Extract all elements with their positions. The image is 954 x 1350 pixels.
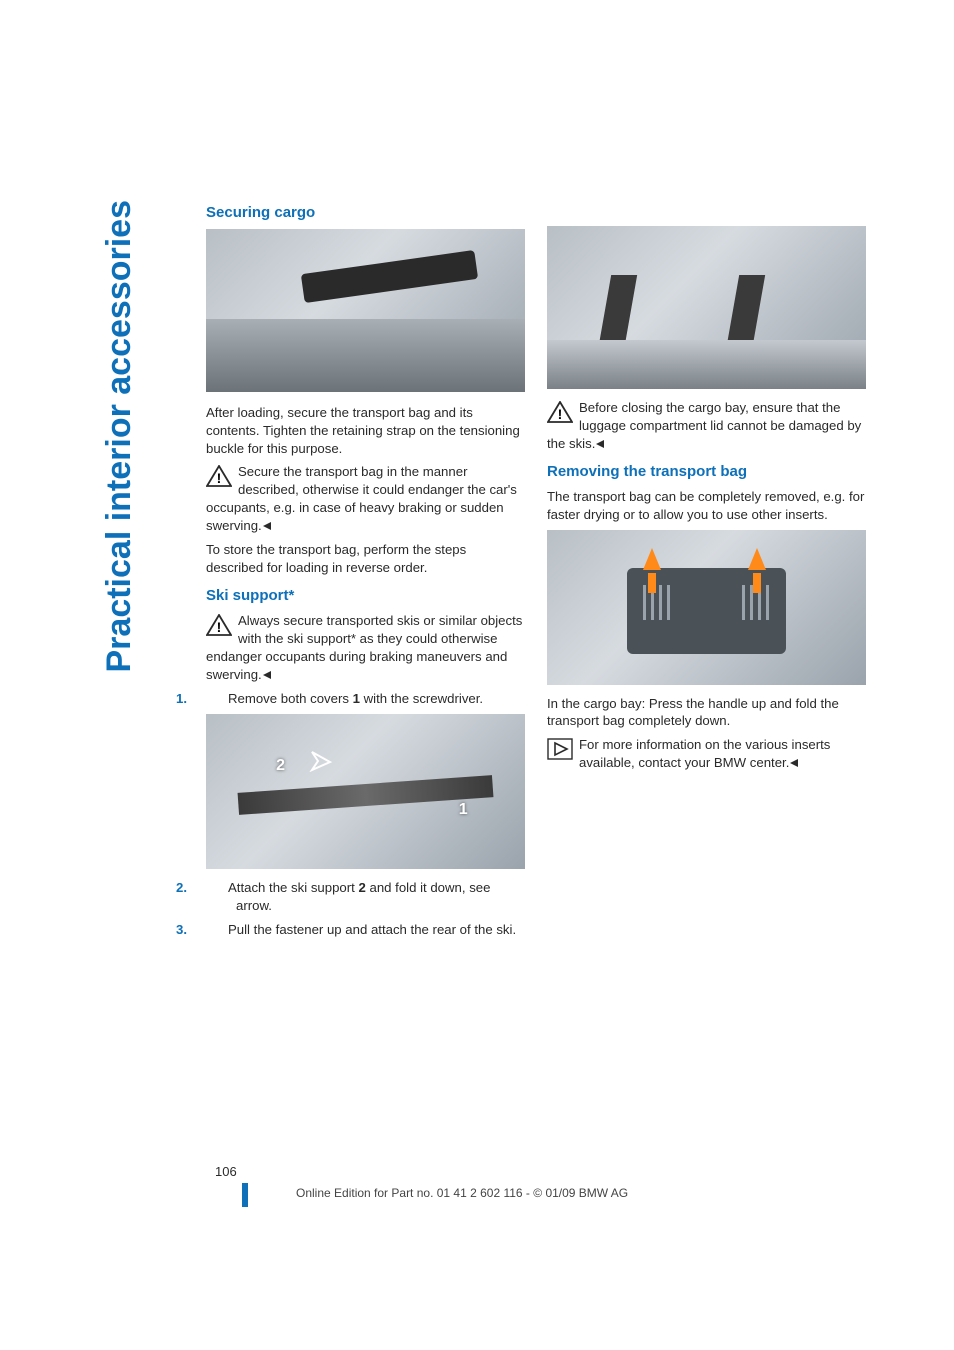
step-2: 2.Attach the ski support 2 and fold it d… (206, 879, 525, 915)
note-more-info: For more information on the various inse… (547, 736, 866, 772)
step-text: with the screwdriver. (360, 691, 483, 706)
heading-removing-bag: Removing the transport bag (547, 463, 866, 480)
figure-transport-bag-seat (206, 229, 525, 392)
step-3: 3.Pull the fastener up and attach the re… (206, 921, 525, 939)
step-1: 1.Remove both covers 1 with the screwdri… (206, 690, 525, 708)
left-column: Securing cargo After loading, secure the… (206, 204, 525, 944)
warning-text: Before closing the cargo bay, ensure tha… (547, 400, 861, 451)
sidebar-section-title: Practical interior accessories (100, 200, 139, 673)
footer-edition-line: Online Edition for Part no. 01 41 2 602 … (296, 1186, 628, 1200)
main-content: Securing cargo After loading, secure the… (206, 204, 866, 944)
svg-text:!: ! (217, 619, 222, 635)
figure-callout-2: 2 (276, 757, 285, 775)
figure-ski-support-install: 2 1 (206, 714, 525, 869)
footer-accent-bar (242, 1183, 248, 1207)
callout-ref: 2 (358, 880, 365, 895)
paragraph: In the cargo bay: Press the handle up an… (547, 695, 866, 731)
warning-ski-support: ! Always secure transported skis or simi… (206, 612, 525, 684)
heading-ski-support: Ski support* (206, 587, 525, 604)
note-icon (547, 738, 573, 760)
heading-securing-cargo: Securing cargo (206, 204, 525, 221)
paragraph: After loading, secure the transport bag … (206, 404, 525, 457)
step-text: Attach the ski support (228, 880, 358, 895)
svg-text:!: ! (217, 470, 222, 486)
end-marker-icon (262, 521, 272, 531)
callout-ref: 1 (353, 691, 360, 706)
step-number: 3. (206, 921, 228, 939)
step-number: 1. (206, 690, 228, 708)
end-marker-icon (595, 439, 605, 449)
figure-remove-transport-bag (547, 530, 866, 685)
figure-callout-1: 1 (459, 801, 468, 819)
end-marker-icon (789, 758, 799, 768)
warning-cargo-bay: ! Before closing the cargo bay, ensure t… (547, 399, 866, 453)
step-text: Pull the fastener up and attach the rear… (228, 922, 516, 937)
warning-icon: ! (206, 614, 232, 636)
end-marker-icon (262, 670, 272, 680)
svg-text:!: ! (558, 406, 563, 422)
step-number: 2. (206, 879, 228, 897)
right-column: ! Before closing the cargo bay, ensure t… (547, 204, 866, 944)
page-number: 106 (215, 1164, 237, 1179)
warning-icon: ! (206, 465, 232, 487)
warning-text: Secure the transport bag in the manner d… (206, 464, 517, 533)
paragraph: To store the transport bag, perform the … (206, 541, 525, 577)
paragraph: The transport bag can be completely remo… (547, 488, 866, 524)
step-text: Remove both covers (228, 691, 353, 706)
warning-icon: ! (547, 401, 573, 423)
arrow-icon (308, 748, 336, 772)
warning-text: Always secure transported skis or simila… (206, 613, 522, 682)
warning-secure-bag: ! Secure the transport bag in the manner… (206, 463, 525, 535)
figure-cargo-bay-rails (547, 226, 866, 389)
